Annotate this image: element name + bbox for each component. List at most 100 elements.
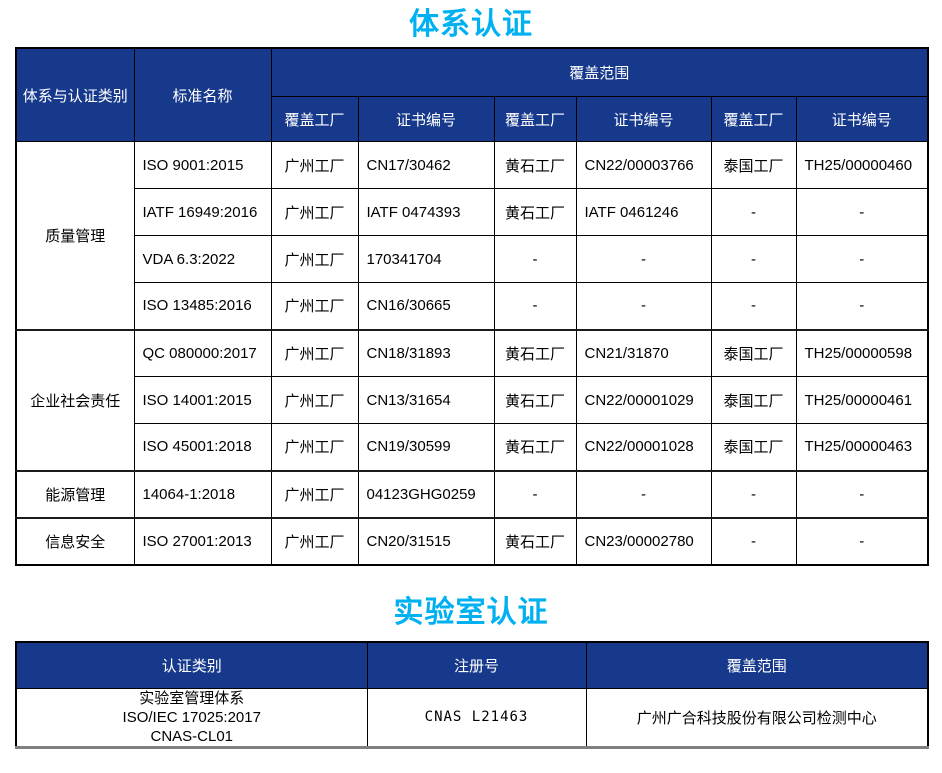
table-row: ISO 14001:2015 广州工厂 CN13/31654 黄石工厂 CN22… bbox=[16, 376, 929, 424]
cert-cell: 04123GHG0259 bbox=[357, 469, 495, 518]
cert-cell: CN13/31654 bbox=[357, 376, 495, 424]
cert-cell: - bbox=[795, 516, 929, 565]
cert-cell: - bbox=[795, 282, 929, 330]
lab-header-row: 认证类别 注册号 覆盖范围 bbox=[15, 641, 929, 689]
cert-cell: - bbox=[795, 469, 929, 518]
factory-cell: 黄石工厂 bbox=[493, 516, 577, 565]
lab-col-header-category: 认证类别 bbox=[15, 641, 368, 689]
standard-cell: ISO 14001:2015 bbox=[133, 376, 272, 424]
cert-cell: TH25/00000598 bbox=[795, 328, 929, 377]
cert-cell: CN22/00001029 bbox=[575, 376, 712, 424]
factory-cell: 广州工厂 bbox=[270, 188, 359, 236]
factory-cell: 广州工厂 bbox=[270, 516, 359, 565]
factory-cell: 黄石工厂 bbox=[493, 376, 577, 424]
table-row: ISO 45001:2018 广州工厂 CN19/30599 黄石工厂 CN22… bbox=[16, 423, 929, 471]
cert-cell: - bbox=[795, 188, 929, 236]
cert-cell: TH25/00000463 bbox=[795, 423, 929, 471]
cert-cell: 170341704 bbox=[357, 235, 495, 283]
factory-cell: 黄石工厂 bbox=[493, 188, 577, 236]
table-row: IATF 16949:2016 广州工厂 IATF 0474393 黄石工厂 I… bbox=[16, 188, 929, 236]
factory-cell: 广州工厂 bbox=[270, 423, 359, 471]
standard-cell: ISO 9001:2015 bbox=[133, 141, 272, 189]
table-row: 能源管理 14064-1:2018 广州工厂 04123GHG0259 - - … bbox=[15, 469, 929, 518]
factory-cell: - bbox=[493, 282, 577, 330]
col-header-category: 体系与认证类别 bbox=[15, 47, 135, 142]
factory-cell: 黄石工厂 bbox=[493, 141, 577, 189]
factory-cell: 泰国工厂 bbox=[710, 328, 797, 377]
table-row: VDA 6.3:2022 广州工厂 170341704 - - - - bbox=[16, 235, 929, 283]
factory-cell: - bbox=[710, 282, 797, 330]
category-cell: 信息安全 bbox=[15, 516, 135, 565]
lab-cert-title: 实验室认证 bbox=[393, 595, 549, 629]
category-cell: 能源管理 bbox=[15, 469, 135, 518]
factory-cell: - bbox=[710, 516, 797, 565]
page: 体系认证 体系与认证类别 标准名称 覆盖范围 覆盖工厂 证书编号 覆盖工厂 证书… bbox=[0, 8, 942, 749]
system-certification-table: 体系与认证类别 标准名称 覆盖范围 覆盖工厂 证书编号 覆盖工厂 证书编号 覆盖… bbox=[15, 47, 930, 566]
factory-cell: 广州工厂 bbox=[270, 141, 359, 189]
table-row: ISO 13485:2016 广州工厂 CN16/30665 - - - - bbox=[16, 282, 929, 330]
standard-cell: ISO 13485:2016 bbox=[133, 282, 272, 330]
factory-cell: - bbox=[493, 469, 577, 518]
factory-cell: 广州工厂 bbox=[270, 469, 359, 518]
cert-cell: IATF 0461246 bbox=[575, 188, 712, 236]
cert-cell: - bbox=[795, 235, 929, 283]
cert-cell: CN22/00001028 bbox=[575, 423, 712, 471]
category-cell: 质量管理 bbox=[15, 141, 135, 330]
lab-certification-table: 认证类别 注册号 覆盖范围 实验室管理体系 ISO/IEC 17025:2017… bbox=[15, 640, 929, 749]
factory-cell: - bbox=[710, 235, 797, 283]
table-row: 企业社会责任 QC 080000:2017 广州工厂 CN18/31893 黄石… bbox=[15, 328, 929, 471]
lab-data-row: 实验室管理体系 ISO/IEC 17025:2017 CNAS-CL01 CNA… bbox=[15, 687, 929, 748]
standard-cell: 14064-1:2018 bbox=[133, 469, 272, 518]
col-header-cert-2: 证书编号 bbox=[575, 96, 712, 142]
lab-category-line-3: CNAS-CL01 bbox=[150, 727, 234, 745]
factory-cell: 广州工厂 bbox=[270, 235, 359, 283]
cert-cell: CN23/00002780 bbox=[575, 516, 712, 565]
cert-cell: CN16/30665 bbox=[357, 282, 495, 330]
standard-cell: VDA 6.3:2022 bbox=[133, 235, 272, 283]
cert-cell: - bbox=[575, 282, 712, 330]
lab-col-header-coverage: 覆盖范围 bbox=[585, 641, 929, 689]
cert-cell: CN17/30462 bbox=[357, 141, 495, 189]
lab-coverage-cell: 广州广合科技股份有限公司检测中心 bbox=[585, 687, 929, 748]
standard-cell: IATF 16949:2016 bbox=[133, 188, 272, 236]
lab-category-cell: 实验室管理体系 ISO/IEC 17025:2017 CNAS-CL01 bbox=[15, 687, 368, 748]
system-cert-title: 体系认证 bbox=[409, 8, 533, 41]
table-row: 质量管理 ISO 9001:2015 广州工厂 CN17/30462 黄石工厂 … bbox=[15, 141, 929, 330]
col-header-factory-1: 覆盖工厂 bbox=[270, 96, 359, 142]
cert-cell: CN19/30599 bbox=[357, 423, 495, 471]
cert-cell: CN20/31515 bbox=[357, 516, 495, 565]
cert-cell: IATF 0474393 bbox=[357, 188, 495, 236]
lab-category-lines: 实验室管理体系 ISO/IEC 17025:2017 CNAS-CL01 bbox=[17, 689, 366, 746]
factory-cell: 黄石工厂 bbox=[493, 328, 577, 377]
header-row-sub: 覆盖工厂 证书编号 覆盖工厂 证书编号 覆盖工厂 证书编号 bbox=[16, 96, 929, 142]
category-cell: 企业社会责任 bbox=[15, 328, 135, 471]
col-header-cert-1: 证书编号 bbox=[357, 96, 495, 142]
col-header-standard: 标准名称 bbox=[133, 47, 272, 142]
col-header-cert-3: 证书编号 bbox=[795, 96, 929, 142]
factory-cell: - bbox=[710, 469, 797, 518]
cert-cell: CN22/00003766 bbox=[575, 141, 712, 189]
factory-cell: 泰国工厂 bbox=[710, 141, 797, 189]
col-header-coverage: 覆盖范围 bbox=[270, 47, 929, 97]
factory-cell: 广州工厂 bbox=[270, 282, 359, 330]
col-header-factory-3: 覆盖工厂 bbox=[710, 96, 797, 142]
cert-cell: - bbox=[575, 235, 712, 283]
lab-category-line-2: ISO/IEC 17025:2017 bbox=[122, 708, 261, 726]
standard-cell: ISO 27001:2013 bbox=[133, 516, 272, 565]
lab-category-line-1: 实验室管理体系 bbox=[139, 689, 245, 707]
factory-cell: - bbox=[493, 235, 577, 283]
factory-cell: 广州工厂 bbox=[270, 328, 359, 377]
factory-cell: 泰国工厂 bbox=[710, 423, 797, 471]
lab-registration-cell: CNAS L21463 bbox=[366, 687, 587, 748]
standard-cell: ISO 45001:2018 bbox=[133, 423, 272, 471]
factory-cell: 广州工厂 bbox=[270, 376, 359, 424]
standard-cell: QC 080000:2017 bbox=[133, 328, 272, 377]
cert-cell: TH25/00000461 bbox=[795, 376, 929, 424]
factory-cell: 泰国工厂 bbox=[710, 376, 797, 424]
col-header-factory-2: 覆盖工厂 bbox=[493, 96, 577, 142]
factory-cell: - bbox=[710, 188, 797, 236]
lab-col-header-registration: 注册号 bbox=[366, 641, 587, 689]
header-row-top: 体系与认证类别 标准名称 覆盖范围 bbox=[15, 47, 929, 142]
factory-cell: 黄石工厂 bbox=[493, 423, 577, 471]
cert-cell: CN21/31870 bbox=[575, 328, 712, 377]
